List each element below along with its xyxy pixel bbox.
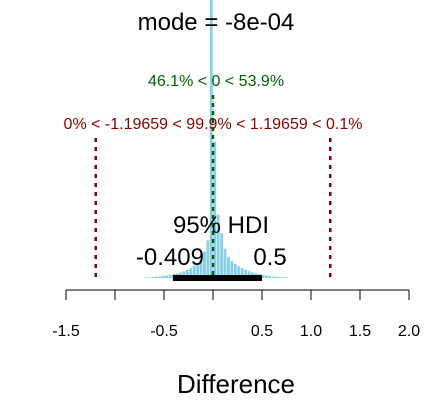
comparison-annotation: 46.1% < 0 < 53.9% xyxy=(148,73,284,90)
rope-annotation: 0% < -1.19659 < 99.9% < 1.19659 < 0.1% xyxy=(64,116,363,133)
hdi-mass-label: 95% HDI xyxy=(173,212,269,239)
histogram-bar xyxy=(158,276,162,278)
histogram-bar xyxy=(182,271,186,278)
histogram-bar xyxy=(216,214,220,278)
histogram-bar xyxy=(261,274,265,278)
histogram-bar xyxy=(168,274,172,278)
histogram-bar xyxy=(189,268,193,278)
histogram-bar xyxy=(148,277,151,278)
histogram-bar xyxy=(199,258,203,278)
histogram-bar xyxy=(209,0,213,278)
histogram-bar xyxy=(203,251,206,278)
mode-annotation: mode = -8e-04 xyxy=(138,9,295,36)
histogram-bar xyxy=(220,233,223,278)
hdi-low-label: -0.409 xyxy=(136,244,204,271)
x-tick-label: 2.0 xyxy=(398,323,420,340)
histogram-bar xyxy=(233,263,237,278)
histogram-bar xyxy=(192,265,196,278)
histogram-bar xyxy=(144,277,148,278)
histogram-bar xyxy=(240,268,244,278)
x-tick-label: -0.5 xyxy=(150,323,178,340)
histogram-bar xyxy=(206,240,210,278)
histogram-bar xyxy=(278,277,282,278)
histogram-bar xyxy=(230,261,234,278)
histogram-bar xyxy=(227,256,230,278)
histogram-bar xyxy=(281,277,285,278)
hdi-high-label: 0.5 xyxy=(253,244,286,271)
histogram-bar xyxy=(285,277,289,278)
histogram-bar xyxy=(268,275,272,278)
histogram-bar xyxy=(271,276,275,278)
histogram-bar xyxy=(161,275,165,278)
histogram-bar xyxy=(244,269,247,278)
x-axis: -1.5 -0.5 0.5 1.0 1.5 2.0 xyxy=(52,289,420,340)
histogram-bar xyxy=(154,276,158,278)
histogram-bar xyxy=(151,276,155,278)
x-tick-label: 0.5 xyxy=(251,323,273,340)
x-axis-label: Difference xyxy=(177,369,295,399)
histogram-bar xyxy=(213,141,217,278)
histogram-bar xyxy=(165,275,169,278)
histogram-bar xyxy=(275,276,278,278)
histogram-bar xyxy=(196,262,199,278)
histogram-bar xyxy=(264,275,268,278)
x-tick-label: 1.0 xyxy=(300,323,322,340)
histogram-bar xyxy=(185,270,189,278)
x-tick-label: 1.5 xyxy=(349,323,371,340)
histogram-bar xyxy=(223,248,227,278)
histogram-bar xyxy=(237,266,241,278)
x-tick-label: -1.5 xyxy=(52,323,80,340)
histogram-bar xyxy=(247,271,251,278)
